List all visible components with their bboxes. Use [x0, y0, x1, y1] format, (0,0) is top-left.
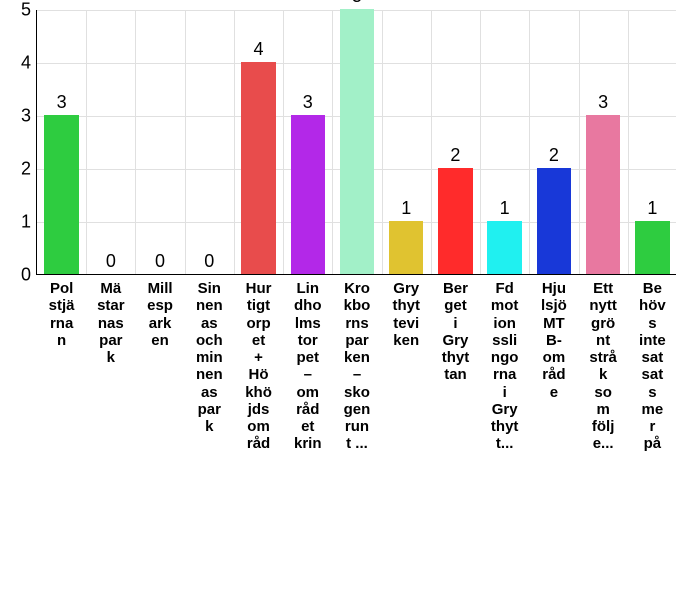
x-axis-label: Polstjärnan: [37, 274, 86, 349]
bar: 4: [241, 62, 275, 274]
bar-value-label: 0: [106, 251, 116, 272]
gridline: [579, 10, 580, 274]
gridline: [135, 10, 136, 274]
bar-value-label: 1: [401, 198, 411, 219]
bar-value-label: 2: [450, 145, 460, 166]
gridline: [234, 10, 235, 274]
bar: 5: [340, 9, 374, 274]
gridline: [283, 10, 284, 274]
bar-chart: 0123453Polstjärnan0Mästarnaspark0Millesp…: [0, 0, 700, 600]
bar: 1: [487, 221, 521, 274]
x-axis-label: Millesparken: [135, 274, 184, 349]
bar: 3: [44, 115, 78, 274]
x-axis-label: Hurtigtorpet+Hökhöjdsområd: [234, 274, 283, 453]
x-axis-label: Grythytteviken: [382, 274, 431, 349]
bar-value-label: 3: [598, 92, 608, 113]
bar-value-label: 4: [254, 39, 264, 60]
bar: 1: [635, 221, 669, 274]
gridline: [332, 10, 333, 274]
x-axis-label: Krokbornsparken–skogenrunt ...: [332, 274, 381, 453]
y-tick-label: 5: [21, 0, 37, 21]
gridline: [185, 10, 186, 274]
bar-value-label: 3: [57, 92, 67, 113]
bar-value-label: 0: [204, 251, 214, 272]
gridline: [86, 10, 87, 274]
y-tick-label: 2: [21, 159, 37, 180]
bar-value-label: 1: [647, 198, 657, 219]
gridline: [529, 10, 530, 274]
bar-value-label: 0: [155, 251, 165, 272]
x-axis-label: Sinnenasochminnenaspark: [185, 274, 234, 435]
bar: 1: [389, 221, 423, 274]
x-axis-label: FdmotionsslingornaiGrythytt...: [480, 274, 529, 453]
x-axis-label: Lindholmstorpet–områdetkrin: [283, 274, 332, 453]
gridline: [382, 10, 383, 274]
y-tick-label: 0: [21, 265, 37, 286]
x-axis-label: Mästarnaspark: [86, 274, 135, 366]
bar: 2: [537, 168, 571, 274]
bar: 3: [586, 115, 620, 274]
bar-value-label: 3: [303, 92, 313, 113]
gridline: [480, 10, 481, 274]
bar: 2: [438, 168, 472, 274]
x-axis-label: Ettnyttgröntstråksomfölje...: [579, 274, 628, 453]
bar-value-label: 5: [352, 0, 362, 7]
y-tick-label: 1: [21, 212, 37, 233]
gridline: [431, 10, 432, 274]
x-axis-label: Behövsintesatsatsmerpå: [628, 274, 677, 453]
plot-area: 0123453Polstjärnan0Mästarnaspark0Millesp…: [36, 10, 676, 275]
gridline: [628, 10, 629, 274]
y-tick-label: 4: [21, 53, 37, 74]
bar-value-label: 1: [500, 198, 510, 219]
y-tick-label: 3: [21, 106, 37, 127]
x-axis-label: HjulsjöMTB-område: [529, 274, 578, 401]
bar-value-label: 2: [549, 145, 559, 166]
x-axis-label: BergetiGrythyttan: [431, 274, 480, 384]
bar: 3: [291, 115, 325, 274]
